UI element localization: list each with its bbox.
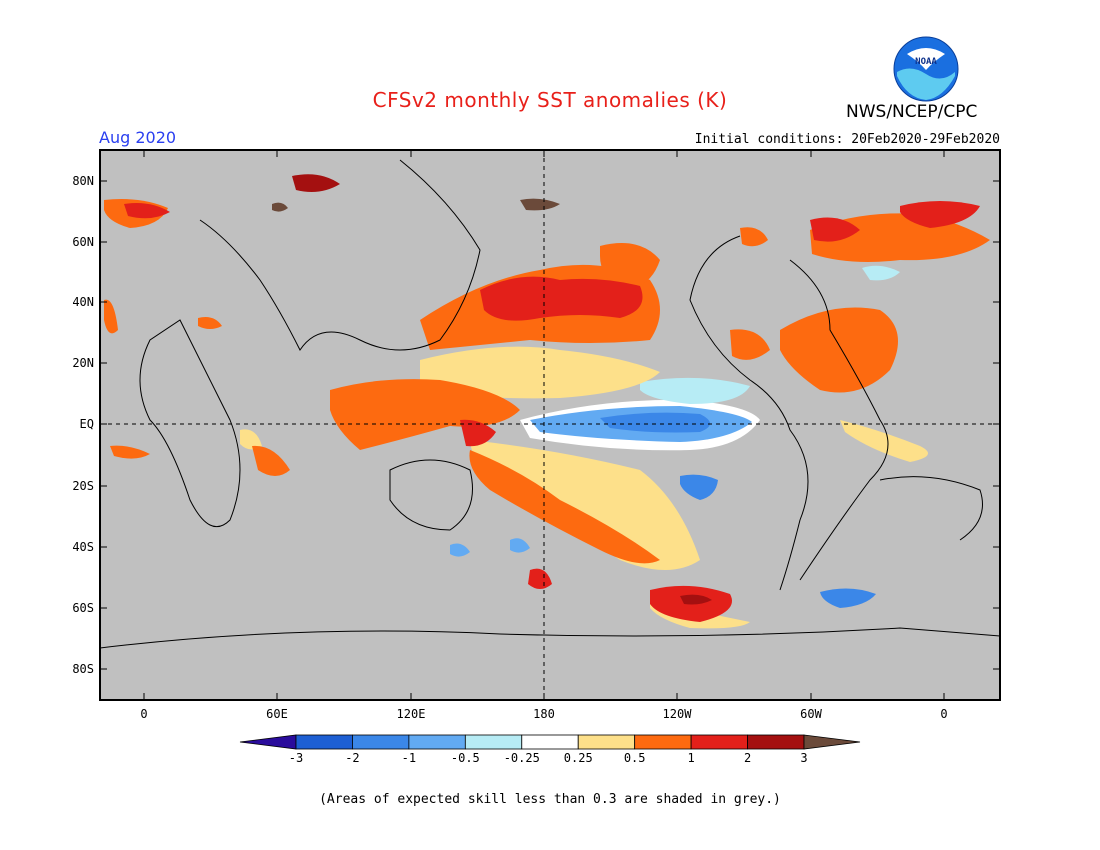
antarctica-coast: [100, 627, 1000, 649]
agency-label: NWS/NCEP/CPC: [846, 102, 978, 122]
africa-east-coast: [879, 476, 983, 541]
lat-label: 80S: [72, 662, 94, 676]
lon-label: 180: [533, 707, 555, 721]
map-frame: [99, 149, 1001, 701]
colorbar-label: 0.25: [564, 751, 593, 765]
colorbar-segment: [747, 734, 805, 750]
skill-mask-background: [100, 150, 1000, 700]
cold-anomaly-region: [450, 265, 900, 608]
colorbar-label: -2: [345, 751, 359, 765]
forecast-month: Aug 2020: [99, 128, 177, 147]
initial-conditions: Initial conditions: 20Feb2020-29Feb2020: [694, 132, 1000, 147]
lat-label: 40S: [72, 540, 94, 554]
lon-label: 60W: [800, 707, 822, 721]
colorbar-segment: [634, 734, 692, 750]
colorbar-segment: [577, 734, 636, 750]
lon-label: 0: [140, 707, 147, 721]
lon-label: 0: [940, 707, 947, 721]
americas-east-coast: [789, 259, 889, 581]
logo-text: NOAA: [915, 57, 937, 67]
latitude-axis: 80N 60N 40N 20N EQ 20S 40S 60S 80S: [72, 174, 1000, 676]
africa-coast: [139, 319, 241, 528]
colorbar-segment: [803, 734, 861, 750]
lon-label: 120E: [397, 707, 426, 721]
colorbar-label: 0.5: [624, 751, 646, 765]
colorbar-segment: [295, 734, 353, 750]
lat-label: 20S: [72, 479, 94, 493]
skill-footnote: (Areas of expected skill less than 0.3 a…: [319, 792, 781, 807]
lon-label: 120W: [663, 707, 693, 721]
colorbar-segment: [352, 734, 410, 750]
weak-warm-anomaly-region: [240, 346, 928, 629]
colorbar-segment: [408, 734, 466, 750]
longitude-axis: 0 60E 120E 180 120W 60W 0: [140, 150, 948, 721]
gridlines: [100, 150, 1000, 700]
colorbar-label: -1: [402, 751, 416, 765]
colorbar-segment: [464, 734, 523, 750]
strong-warm-anomaly-region: [124, 174, 980, 622]
noaa-logo-icon: NOAA: [893, 36, 959, 102]
colorbar-label: 3: [800, 751, 807, 765]
colorbar-segment: [521, 734, 579, 750]
colorbar-label: 1: [687, 751, 694, 765]
lat-label: 40N: [72, 295, 94, 309]
lat-label: 60S: [72, 601, 94, 615]
map-panel: [100, 150, 1000, 700]
lon-label: 60E: [266, 707, 288, 721]
colorbar-segment: [239, 734, 297, 750]
lat-label: 80N: [72, 174, 94, 188]
colorbar-label: -0.25: [504, 751, 540, 765]
colorbar-label: -0.5: [451, 751, 480, 765]
colorbar: -3 -2 -1 -0.5 -0.25 0.25 0.5 1 2 3: [239, 734, 861, 765]
eurasia-coast: [199, 159, 481, 351]
lat-label: 60N: [72, 235, 94, 249]
lat-label: 20N: [72, 356, 94, 370]
map-title: CFSv2 monthly SST anomalies (K): [372, 88, 728, 112]
colorbar-label: 2: [744, 751, 751, 765]
lat-label: EQ: [80, 417, 94, 431]
moderate-warm-anomaly-region: [104, 199, 990, 564]
americas-west-coast: [689, 235, 809, 591]
coastlines: [100, 159, 1000, 649]
australia-coast: [389, 459, 473, 531]
extreme-warm-anomaly-region: [272, 198, 560, 212]
colorbar-segment: [690, 734, 748, 750]
colorbar-label: -3: [289, 751, 303, 765]
